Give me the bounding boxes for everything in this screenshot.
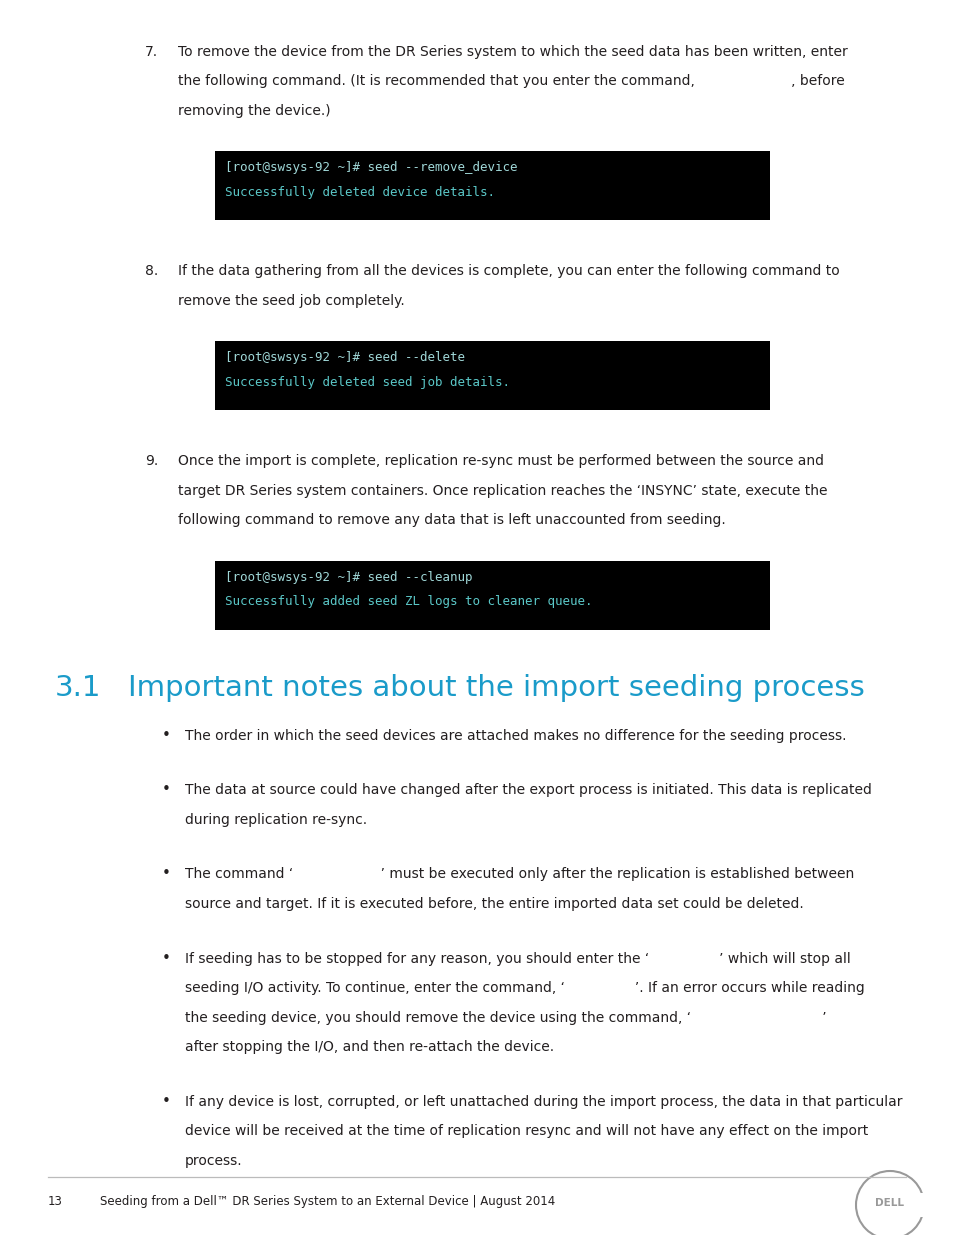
FancyBboxPatch shape: [214, 561, 769, 630]
Text: target DR Series system containers. Once replication reaches the ‘INSYNC’ state,: target DR Series system containers. Once…: [178, 484, 826, 498]
Text: The order in which the seed devices are attached makes no difference for the see: The order in which the seed devices are …: [185, 729, 845, 742]
Text: The data at source could have changed after the export process is initiated. Thi: The data at source could have changed af…: [185, 783, 871, 798]
Text: To remove the device from the DR Series system to which the seed data has been w: To remove the device from the DR Series …: [178, 44, 847, 59]
Text: The command ‘                    ’ must be executed only after the replication i: The command ‘ ’ must be executed only af…: [185, 867, 853, 882]
Text: remove the seed job completely.: remove the seed job completely.: [178, 294, 404, 308]
Text: •: •: [162, 867, 171, 882]
Text: after stopping the I/O, and then re-attach the device.: after stopping the I/O, and then re-atta…: [185, 1040, 554, 1055]
Text: DELL: DELL: [875, 1198, 903, 1208]
FancyBboxPatch shape: [214, 151, 769, 220]
Text: source and target. If it is executed before, the entire imported data set could : source and target. If it is executed bef…: [185, 897, 803, 911]
Text: seeding I/O activity. To continue, enter the command, ‘                ’. If an : seeding I/O activity. To continue, enter…: [185, 981, 863, 995]
Text: process.: process.: [185, 1153, 242, 1167]
Text: [root@swsys-92 ~]# seed --cleanup: [root@swsys-92 ~]# seed --cleanup: [225, 571, 472, 584]
Text: Important notes about the import seeding process: Important notes about the import seeding…: [128, 674, 863, 701]
Text: 7.: 7.: [145, 44, 158, 59]
Text: [root@swsys-92 ~]# seed --remove_device: [root@swsys-92 ~]# seed --remove_device: [225, 162, 517, 174]
Text: Successfully added seed ZL logs to cleaner queue.: Successfully added seed ZL logs to clean…: [225, 595, 592, 608]
Text: Successfully deleted device details.: Successfully deleted device details.: [225, 185, 495, 199]
Text: removing the device.): removing the device.): [178, 104, 331, 119]
Text: 13: 13: [48, 1195, 63, 1208]
Text: •: •: [162, 727, 171, 742]
Text: 9.: 9.: [145, 454, 158, 468]
Text: following command to remove any data that is left unaccounted from seeding.: following command to remove any data tha…: [178, 514, 725, 527]
Text: •: •: [162, 783, 171, 798]
Text: 8.: 8.: [145, 264, 158, 278]
Text: device will be received at the time of replication resync and will not have any : device will be received at the time of r…: [185, 1124, 867, 1139]
Text: Once the import is complete, replication re-sync must be performed between the s: Once the import is complete, replication…: [178, 454, 823, 468]
Text: the following command. (It is recommended that you enter the command,           : the following command. (It is recommende…: [178, 74, 843, 89]
Text: the seeding device, you should remove the device using the command, ‘           : the seeding device, you should remove th…: [185, 1010, 825, 1025]
Text: Seeding from a Dell™ DR Series System to an External Device | August 2014: Seeding from a Dell™ DR Series System to…: [100, 1195, 555, 1208]
Text: If seeding has to be stopped for any reason, you should enter the ‘             : If seeding has to be stopped for any rea…: [185, 952, 850, 966]
Text: during replication re-sync.: during replication re-sync.: [185, 813, 367, 827]
Text: If any device is lost, corrupted, or left unattached during the import process, : If any device is lost, corrupted, or lef…: [185, 1094, 902, 1109]
Text: Successfully deleted seed job details.: Successfully deleted seed job details.: [225, 375, 510, 389]
Text: [root@swsys-92 ~]# seed --delete: [root@swsys-92 ~]# seed --delete: [225, 351, 464, 364]
FancyBboxPatch shape: [907, 1193, 927, 1216]
Text: If the data gathering from all the devices is complete, you can enter the follow: If the data gathering from all the devic…: [178, 264, 839, 278]
FancyBboxPatch shape: [214, 341, 769, 410]
Text: •: •: [162, 1094, 171, 1109]
Text: 3.1: 3.1: [55, 674, 101, 701]
Circle shape: [855, 1171, 923, 1235]
Text: •: •: [162, 951, 171, 966]
